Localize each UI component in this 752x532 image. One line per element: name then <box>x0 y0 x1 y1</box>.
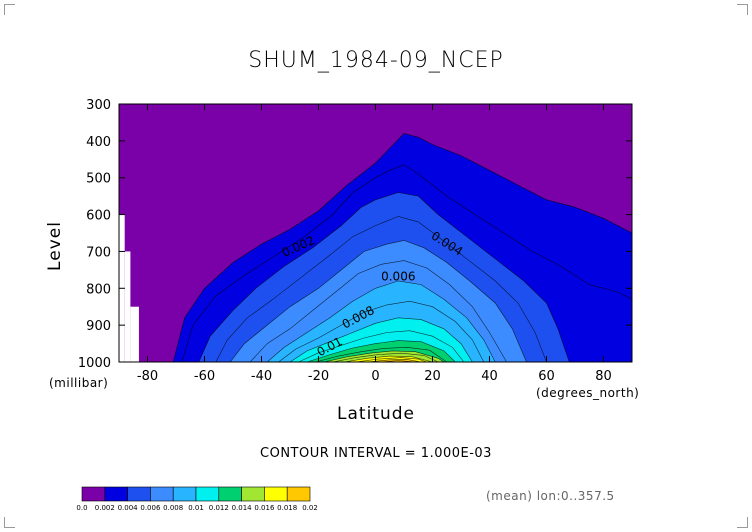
contour-line <box>332 352 439 362</box>
statistic-note: (mean) lon:0..357.5 <box>486 489 615 503</box>
colorbar: 0.0 0.002 0.004 0.006 0.008 0.01 0.012 0.014 0.0… <box>76 486 318 512</box>
colorbar-swatch <box>104 486 128 502</box>
colorbar-swatch <box>218 486 242 502</box>
contour-line <box>181 164 632 362</box>
colorbar-label: 0.004 <box>118 504 139 512</box>
y-tick-label: 900 <box>86 319 111 334</box>
missing-region <box>124 251 131 362</box>
contour-line <box>215 216 547 362</box>
colorbar-swatch <box>241 486 265 502</box>
colorbar-label: 0.018 <box>277 504 297 512</box>
colorbar-swatch <box>195 486 220 502</box>
contour-line <box>298 330 465 362</box>
contour-line <box>355 357 427 362</box>
colorbar-label: 0.006 <box>140 504 161 512</box>
colorbar-label: 0.002 <box>95 504 115 512</box>
colorbar-label: 0.008 <box>163 504 183 512</box>
contour-line <box>249 260 507 362</box>
colorbar-label: 0.012 <box>209 504 229 512</box>
x-tick-label: -80 <box>137 369 158 384</box>
crop-mark-top-left <box>4 4 15 15</box>
colorbar-swatch <box>81 486 106 502</box>
colorbar-swatch <box>286 486 311 502</box>
x-axis-unit: (degrees_north) <box>536 386 640 400</box>
contour-line <box>289 317 473 362</box>
contour-line <box>267 280 496 362</box>
crop-mark-bottom-left <box>4 517 15 528</box>
crop-mark-top-right <box>737 4 748 15</box>
filled-contours <box>119 104 632 362</box>
y-tick-label: 1000 <box>78 356 111 371</box>
y-tick-label: 300 <box>86 98 111 113</box>
y-tick-label: 500 <box>86 172 111 187</box>
x-tick-label: -20 <box>308 369 329 384</box>
x-tick-label: 40 <box>481 369 498 384</box>
contour-interval-note: CONTOUR INTERVAL = 1.000E-03 <box>260 446 492 461</box>
colorbar-label: 0.016 <box>254 504 275 512</box>
colorbar-label: 0.0 <box>76 504 87 512</box>
x-tick-label: -60 <box>194 369 215 384</box>
contour-label: 0.006 <box>381 270 415 284</box>
colorbar-swatch <box>264 486 288 502</box>
colorbar-label: 0.01 <box>188 504 204 512</box>
colorbar-label: 0.014 <box>232 504 253 512</box>
contour-lines <box>172 133 632 362</box>
x-tick-label: 60 <box>538 369 555 384</box>
x-axis-label: Latitude <box>337 404 415 424</box>
y-tick-label: 800 <box>86 282 111 297</box>
colorbar-label: 0.02 <box>302 504 318 512</box>
colorbar-swatch <box>172 486 197 502</box>
y-tick-label: 700 <box>86 245 111 260</box>
x-tick-label: 0 <box>371 369 379 384</box>
x-axis-ticks: -80 -60 -40 -20 0 20 40 60 80 <box>137 104 612 384</box>
contour-line <box>229 240 527 362</box>
contour-line <box>344 355 433 362</box>
x-tick-label: 80 <box>595 369 612 384</box>
colorbar-swatch <box>127 486 151 502</box>
chart-title: SHUM_1984-09_NCEP <box>248 48 504 73</box>
contour-line <box>315 346 447 362</box>
colorbar-swatch <box>150 486 174 502</box>
y-axis-ticks: 300 400 500 600 700 800 900 1000 <box>78 98 632 371</box>
contour-line <box>324 350 445 362</box>
contour-line <box>172 133 632 362</box>
contour-line <box>278 300 485 362</box>
y-axis-unit: (millibar) <box>49 376 109 390</box>
crop-mark-bottom-right <box>737 517 748 528</box>
contour-line <box>198 192 570 362</box>
x-tick-label: 20 <box>424 369 441 384</box>
contour-line <box>366 359 422 362</box>
y-tick-label: 600 <box>86 209 111 224</box>
y-tick-label: 400 <box>86 135 111 150</box>
x-tick-label: -40 <box>251 369 272 384</box>
missing-region <box>130 306 139 362</box>
contour-line <box>307 340 456 362</box>
